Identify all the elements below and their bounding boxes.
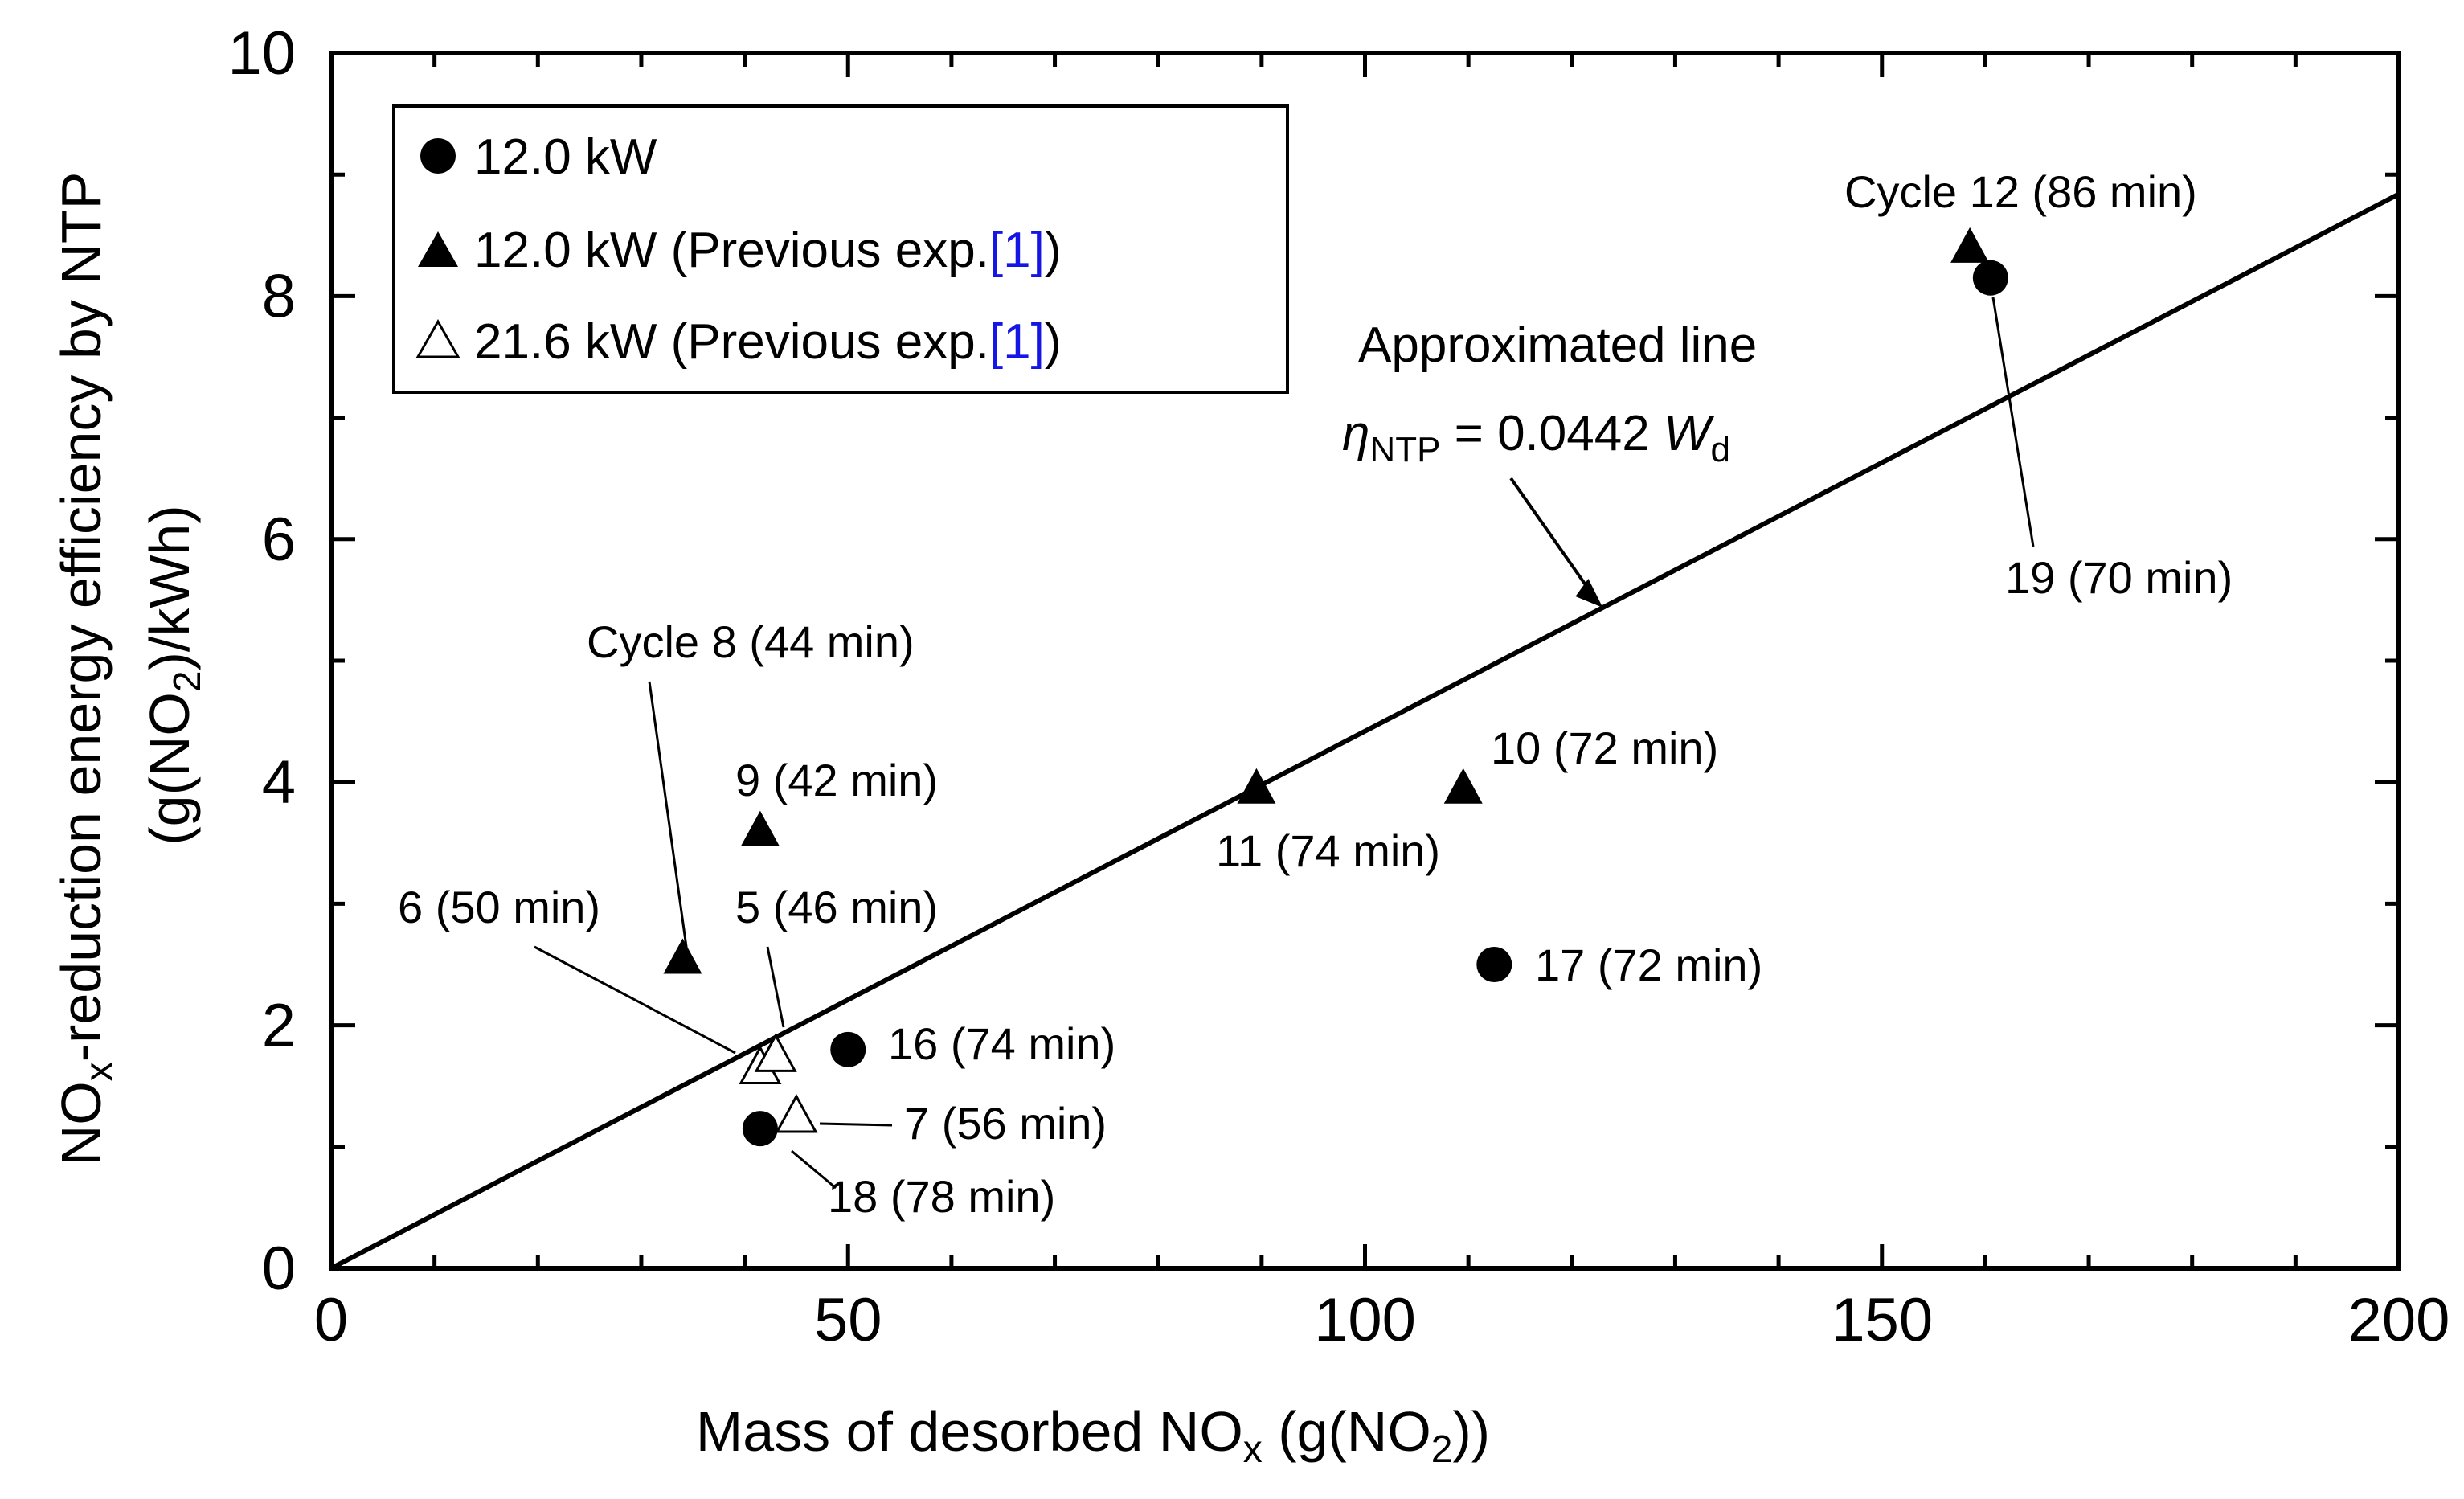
annotation-leader	[534, 945, 736, 1055]
fit-w: W	[1664, 406, 1715, 461]
x-title-mid: (g(NO	[1263, 1400, 1431, 1463]
point-filled-circle	[830, 1031, 866, 1067]
legend-marker-filled-triangle	[418, 231, 458, 267]
legend-label-2-suffix: )	[1045, 223, 1062, 278]
y-tick-label: 4	[262, 748, 296, 817]
fit-line	[329, 191, 2401, 1271]
x-title-sub2: 2	[1431, 1428, 1453, 1471]
x-title-sub1: x	[1243, 1428, 1263, 1471]
x-tick-label: 150	[1831, 1286, 1933, 1354]
point-filled-triangle	[1237, 768, 1276, 804]
point-annotation: 7 (56 min)	[904, 1098, 1107, 1149]
point-filled-triangle	[740, 810, 780, 846]
point-annotation: 6 (50 min)	[398, 882, 600, 932]
annotation-leader	[1991, 297, 2035, 547]
leader-lines	[534, 297, 2035, 1190]
fit-eta-sub: NTP	[1369, 430, 1440, 469]
point-annotation: 19 (70 min)	[2005, 552, 2233, 603]
y-tick-label: 10	[227, 19, 296, 88]
fit-equation: = 0.0442	[1440, 406, 1664, 461]
y-tick-label: 6	[262, 506, 296, 574]
legend-ref-2[interactable]: [1]	[989, 223, 1045, 278]
legend-label-3: 21.6 kW (Previous exp.[1])	[474, 314, 1062, 370]
point-annotation: 18 (78 min)	[828, 1171, 1055, 1222]
point-annotation: 17 (72 min)	[1535, 940, 1762, 990]
legend-label-3-suffix: )	[1045, 314, 1062, 370]
fit-label-arrowhead	[1575, 578, 1603, 608]
y-tick-label: 8	[262, 262, 296, 330]
y1-rest: -reduction energy efficiency by NTP	[50, 172, 113, 1063]
point-filled-triangle	[663, 938, 702, 974]
fit-eta: η	[1342, 406, 1369, 461]
point-filled-triangle	[1443, 768, 1483, 804]
point-open-triangle	[775, 1093, 818, 1133]
y-axis-title-line2: (g(NO2)/kWh)	[138, 505, 209, 845]
point-filled-circle	[1972, 260, 2008, 296]
fit-label-title: Approximated line	[1358, 317, 1757, 373]
y-axis-title-line1: NOx-reduction energy efficiency by NTP	[50, 172, 121, 1166]
y2-main: (g(NO	[138, 692, 201, 846]
annotation-leader	[648, 681, 689, 953]
data-markers	[663, 227, 2008, 1147]
legend-box	[392, 104, 1289, 394]
x-axis-title: Mass of desorbed NOx (g(NO2))	[696, 1400, 1490, 1471]
y2-sub: 2	[166, 670, 209, 692]
legend: 12.0 kW 12.0 kW (Previous exp.[1]) 21.6 …	[392, 104, 1289, 394]
point-annotations: Cycle 12 (86 min) 19 (70 min) Cycle 8 (44 …	[398, 166, 2233, 1222]
fit-label-arrow	[1509, 477, 1597, 600]
plot-frame	[329, 51, 2401, 1271]
point-annotation: 16 (74 min)	[888, 1018, 1115, 1069]
fit-label-equation: ηNTP = 0.0442 Wd	[1342, 406, 1730, 469]
annotation-leader	[791, 1149, 837, 1190]
x-title-end: ))	[1452, 1400, 1490, 1463]
legend-marker-open-triangle	[415, 318, 460, 358]
tick-labels: 0 50 100 150 200 0 2 4 6 8 10	[227, 19, 2450, 1354]
legend-label-2: 12.0 kW (Previous exp.[1])	[474, 223, 1062, 278]
fit-line-group	[329, 191, 2401, 1271]
point-annotation: 10 (72 min)	[1491, 723, 1718, 773]
point-annotation: 11 (74 min)	[1216, 825, 1440, 876]
legend-ref-3[interactable]: [1]	[989, 314, 1045, 370]
legend-label-2-main: 12.0 kW (Previous exp.	[474, 223, 989, 278]
annotation-leader	[819, 1122, 893, 1127]
point-filled-circle	[742, 1111, 778, 1147]
legend-marker-filled-circle	[420, 138, 456, 174]
x-tick-label: 50	[814, 1286, 882, 1354]
point-annotation: Cycle 8 (44 min)	[587, 616, 915, 667]
legend-label-3-main: 21.6 kW (Previous exp.	[474, 314, 989, 370]
point-annotation: Cycle 12 (86 min)	[1844, 166, 2197, 217]
point-filled-triangle	[1950, 227, 1990, 263]
y1-main: NO	[50, 1081, 113, 1165]
y-tick-label: 0	[262, 1235, 296, 1303]
point-annotation: 9 (42 min)	[735, 755, 938, 805]
y1-sub: x	[78, 1062, 121, 1081]
x-tick-label: 0	[314, 1286, 348, 1354]
point-annotation: 5 (46 min)	[735, 882, 938, 932]
y2-rest: )/kWh)	[138, 505, 201, 670]
legend-label-1: 12.0 kW	[474, 129, 657, 185]
point-open-triangle	[754, 1033, 797, 1072]
annotation-leader	[766, 946, 785, 1028]
x-tick-label: 100	[1314, 1286, 1416, 1354]
point-filled-circle	[1476, 947, 1512, 982]
x-tick-label: 200	[2348, 1286, 2450, 1354]
y-tick-label: 2	[262, 992, 296, 1060]
x-title-main: Mass of desorbed NO	[696, 1400, 1243, 1463]
fit-w-sub: d	[1710, 430, 1729, 469]
